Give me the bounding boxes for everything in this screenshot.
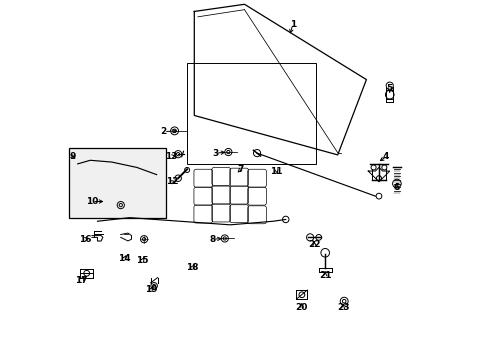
Text: 5: 5 (386, 84, 392, 93)
Text: 14: 14 (118, 255, 130, 264)
Text: 6: 6 (393, 183, 399, 192)
Text: 23: 23 (336, 303, 348, 312)
FancyBboxPatch shape (69, 148, 165, 218)
Text: 8: 8 (209, 235, 215, 244)
Bar (187, 63, 316, 164)
Text: 7: 7 (237, 165, 244, 174)
Text: 15: 15 (136, 256, 148, 265)
Polygon shape (92, 235, 102, 241)
Text: 4: 4 (382, 152, 388, 161)
Text: 19: 19 (144, 285, 157, 294)
Text: 10: 10 (86, 197, 98, 206)
Text: 20: 20 (295, 303, 307, 312)
Text: 16: 16 (79, 235, 91, 244)
Text: 18: 18 (186, 264, 198, 273)
Text: 13: 13 (164, 152, 177, 161)
Text: 11: 11 (270, 167, 283, 176)
Text: 9: 9 (69, 152, 76, 161)
Text: 12: 12 (166, 177, 179, 186)
Text: 17: 17 (75, 276, 87, 285)
Text: 3: 3 (212, 149, 219, 158)
Text: 21: 21 (318, 270, 331, 279)
Text: 2: 2 (161, 127, 166, 136)
Text: 22: 22 (307, 240, 320, 249)
Text: 1: 1 (289, 19, 295, 28)
